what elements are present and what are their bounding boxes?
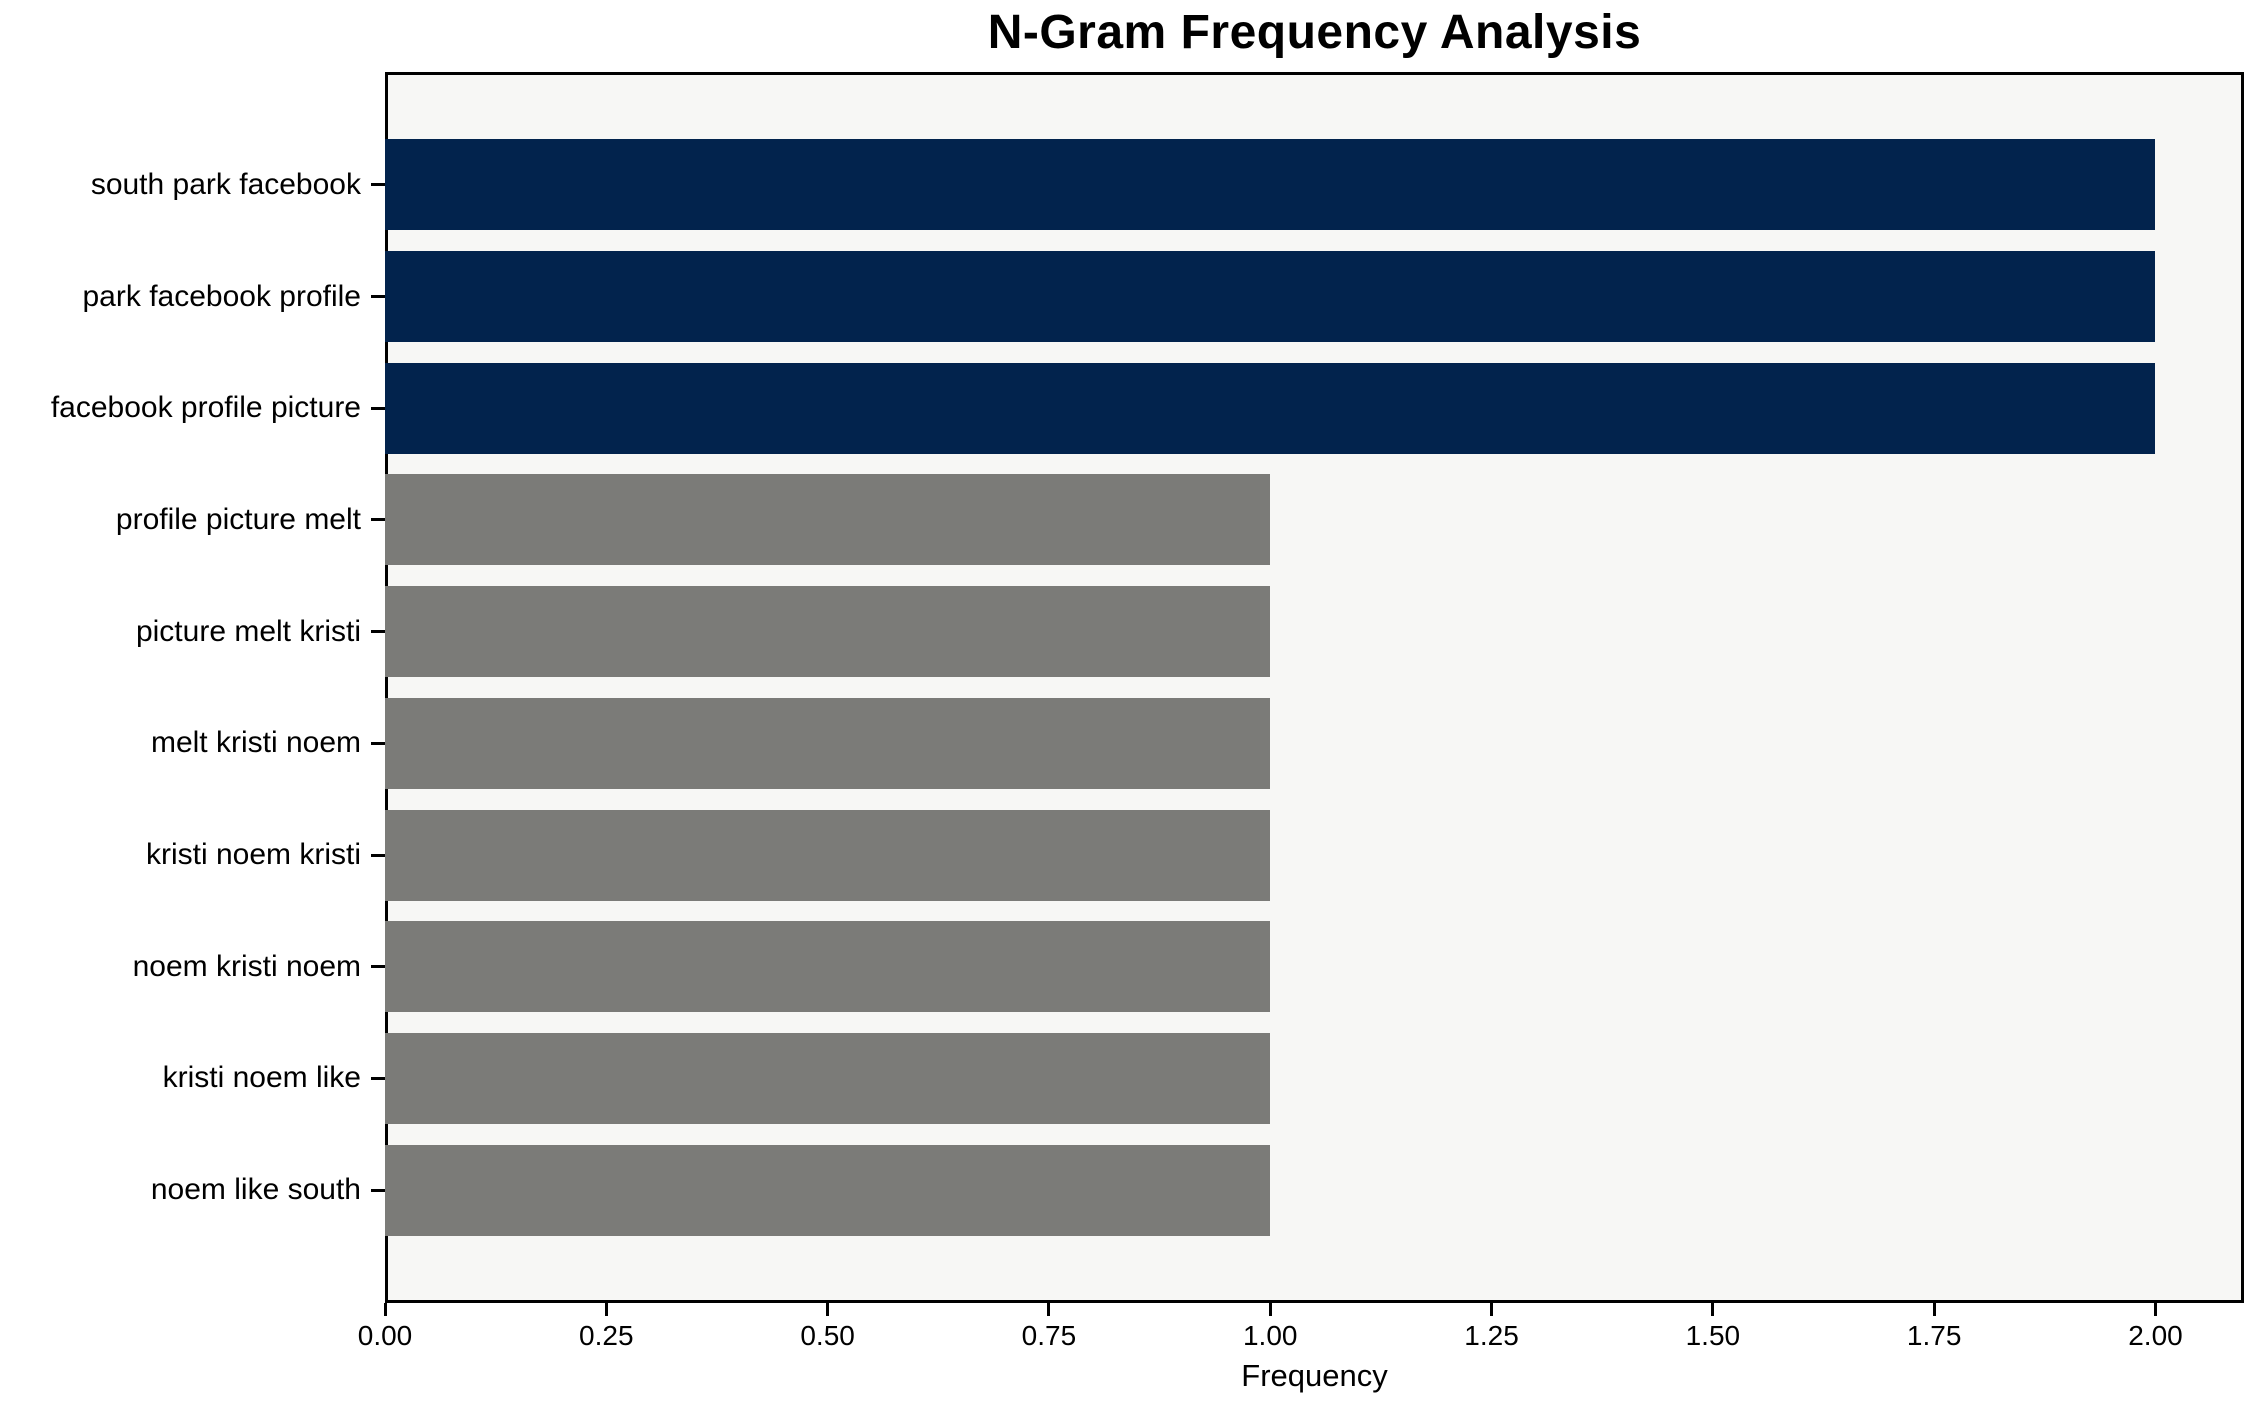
x-tick-mark <box>826 1303 830 1316</box>
y-axis-category-label: picture melt kristi <box>135 614 361 648</box>
x-tick-mark <box>1268 1303 1272 1316</box>
bar-row: noem kristi noem <box>0 911 2244 1023</box>
frequency-bar <box>385 362 2156 454</box>
y-tick-mark <box>371 406 385 410</box>
x-tick-label: 0.25 <box>579 1320 634 1351</box>
x-tick-label: 0.00 <box>357 1320 413 1351</box>
x-axis-label: Frequency <box>1241 1358 1388 1393</box>
x-tick-mark <box>604 1303 608 1316</box>
y-axis-category-label: park facebook profile <box>82 279 362 313</box>
y-axis-category-label: kristi noem kristi <box>145 838 361 872</box>
y-tick-mark <box>371 518 385 522</box>
bar-row: noem like south <box>0 1134 2244 1246</box>
frequency-bar <box>385 1144 1271 1236</box>
y-tick-mark <box>371 741 385 745</box>
bar-row: facebook profile picture <box>0 352 2244 464</box>
bar-row: melt kristi noem <box>0 688 2244 800</box>
bar-row: profile picture melt <box>0 464 2244 576</box>
x-tick-label: 1.25 <box>1464 1320 1519 1351</box>
x-tick-mark <box>383 1303 387 1316</box>
frequency-bar <box>385 586 1271 678</box>
y-axis-category-label: kristi noem like <box>162 1061 361 1095</box>
frequency-bar <box>385 1032 1271 1124</box>
bar-track <box>385 586 2244 678</box>
x-tick-label: 1.50 <box>1685 1320 1741 1351</box>
y-axis-category-label: facebook profile picture <box>50 391 361 425</box>
frequency-bar <box>385 139 2156 231</box>
x-tick-mark <box>1047 1303 1051 1316</box>
x-tick-mark <box>1711 1303 1715 1316</box>
bar-track <box>385 362 2244 454</box>
frequency-bar <box>385 697 1271 789</box>
y-axis-category-label: profile picture melt <box>115 502 361 536</box>
y-tick-mark <box>371 853 385 857</box>
bar-track <box>385 921 2244 1013</box>
bar-row: picture melt kristi <box>0 576 2244 688</box>
y-tick-mark <box>371 1188 385 1192</box>
y-tick-mark <box>371 183 385 187</box>
x-tick-label: 2.00 <box>2128 1320 2183 1351</box>
x-tick-label: 0.50 <box>800 1320 855 1351</box>
chart-title: N-Gram Frequency Analysis <box>987 6 1642 59</box>
x-tick-label: 1.75 <box>1906 1320 1962 1351</box>
x-tick-label: 1.00 <box>1242 1320 1298 1351</box>
y-axis-category-label: melt kristi noem <box>150 726 361 760</box>
x-tick-mark <box>1490 1303 1494 1316</box>
bar-row: kristi noem like <box>0 1023 2244 1135</box>
bar-track <box>385 251 2244 343</box>
bar-track <box>385 139 2244 231</box>
y-axis-category-label: south park facebook <box>90 167 361 201</box>
y-axis-category-label: noem kristi noem <box>132 949 361 983</box>
bar-track <box>385 1144 2244 1236</box>
y-tick-mark <box>371 630 385 634</box>
x-axis-ticks: 0.00 0.25 0.50 0.75 1.00 1.25 1.50 1.75 2.00 <box>358 1303 2244 1363</box>
y-tick-mark <box>371 965 385 969</box>
x-tick-mark <box>2153 1303 2157 1316</box>
y-tick-mark <box>371 295 385 299</box>
x-tick-mark <box>1932 1303 1936 1316</box>
bar-track <box>385 697 2244 789</box>
frequency-bar <box>385 921 1271 1013</box>
bar-rows-container: south park facebook park facebook profile… <box>0 72 2244 1303</box>
frequency-bar <box>385 251 2156 343</box>
bar-track <box>385 474 2244 566</box>
bar-row: south park facebook <box>0 129 2244 241</box>
y-tick-mark <box>371 1076 385 1080</box>
y-axis-category-label: noem like south <box>150 1173 361 1207</box>
bar-row: park facebook profile <box>0 241 2244 353</box>
bar-row: kristi noem kristi <box>0 799 2244 911</box>
x-tick-label: 0.75 <box>1021 1320 1077 1351</box>
frequency-bar <box>385 809 1271 901</box>
bar-track <box>385 809 2244 901</box>
bar-track <box>385 1032 2244 1124</box>
frequency-bar <box>385 474 1271 566</box>
